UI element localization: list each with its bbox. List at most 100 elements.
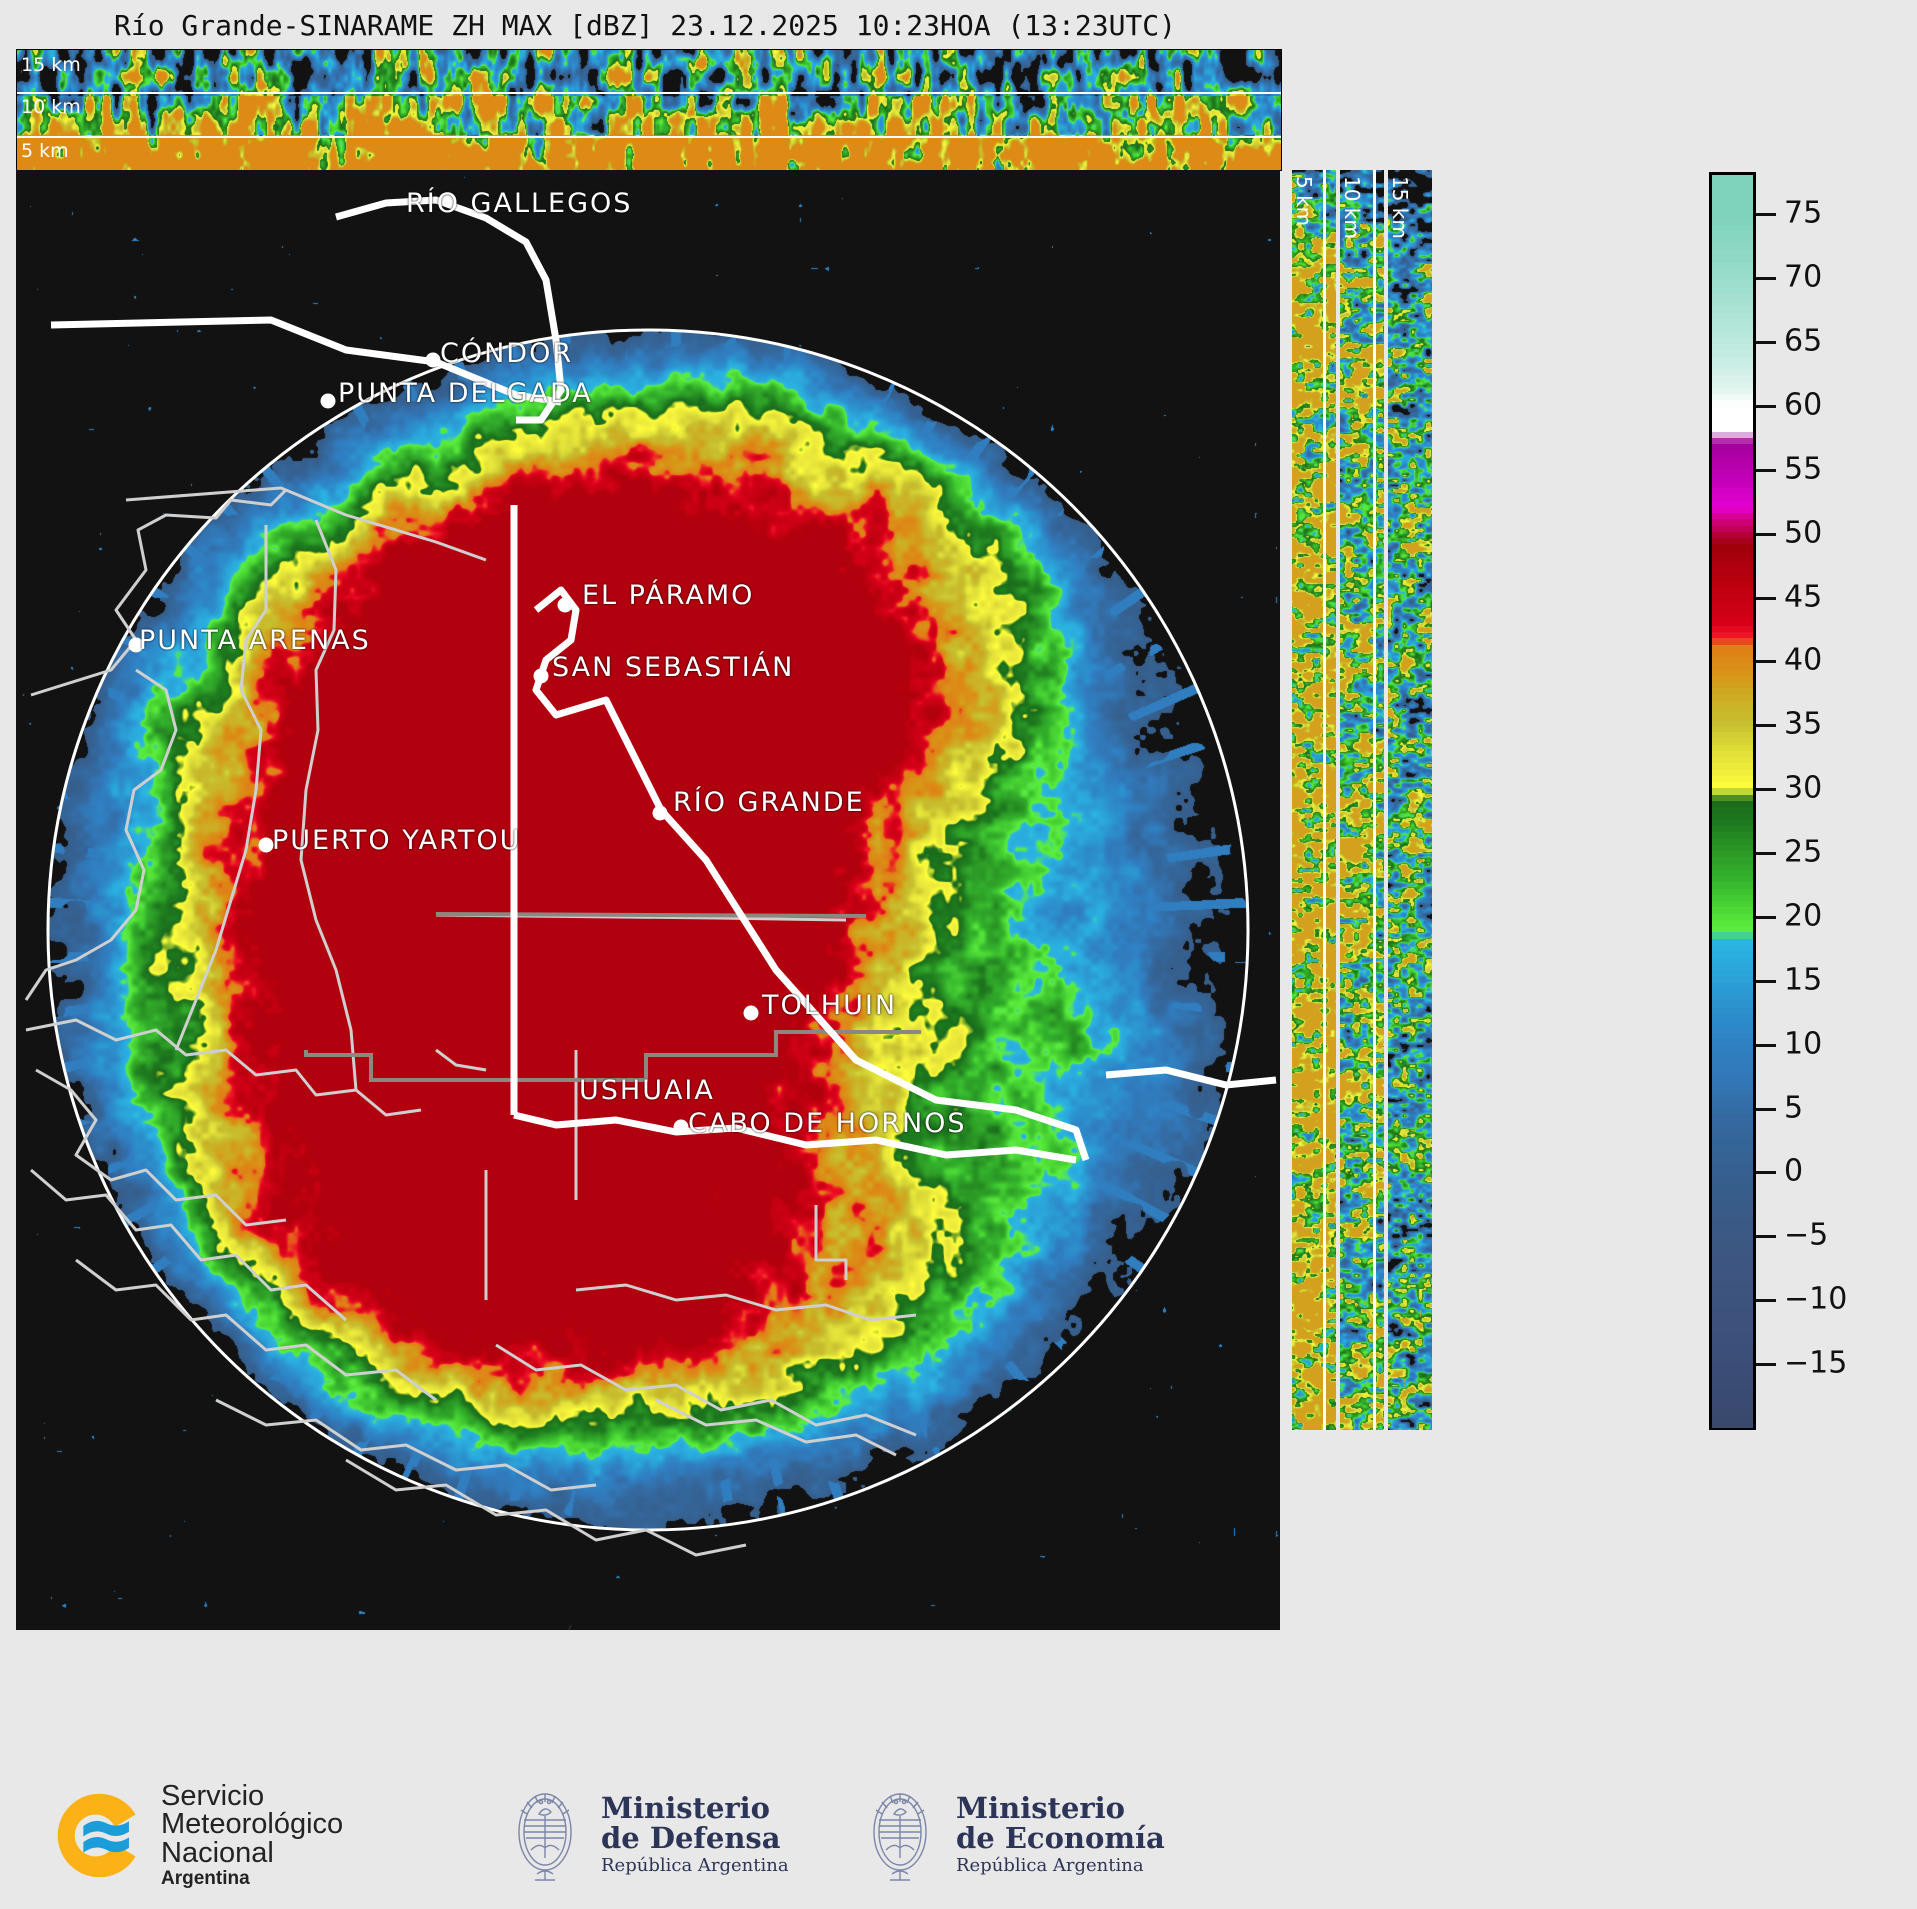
colorbar-segment bbox=[1712, 462, 1753, 471]
city-label: CABO DE HORNOS bbox=[688, 1108, 967, 1139]
colorbar-segment bbox=[1712, 594, 1753, 602]
colorbar-segment bbox=[1712, 400, 1753, 408]
colorbar-segment bbox=[1712, 293, 1753, 302]
colorbar-segment bbox=[1712, 513, 1753, 521]
colorbar-segment bbox=[1712, 1013, 1753, 1022]
colorbar-segment bbox=[1712, 1145, 1753, 1153]
defensa-line-3: República Argentina bbox=[601, 1855, 789, 1877]
colorbar-segment bbox=[1712, 813, 1753, 821]
city-label: EL PÁRAMO bbox=[582, 580, 755, 611]
colorbar-segment bbox=[1712, 275, 1753, 283]
colorbar-tick bbox=[1756, 468, 1776, 472]
colorbar-segment bbox=[1712, 243, 1753, 252]
colorbar-segment bbox=[1712, 1270, 1753, 1278]
colorbar-tick-label: 40 bbox=[1784, 642, 1823, 678]
colorbar bbox=[1709, 172, 1756, 1430]
defensa-line-1: Ministerio bbox=[601, 1791, 771, 1826]
colorbar-segment bbox=[1712, 650, 1753, 658]
city-dot bbox=[440, 192, 456, 208]
colorbar-segment bbox=[1712, 707, 1753, 715]
colorbar-segment bbox=[1712, 362, 1753, 371]
colorbar-segment bbox=[1712, 1401, 1753, 1410]
colorbar-tick-label: −5 bbox=[1784, 1217, 1829, 1253]
colorbar-segment bbox=[1712, 175, 1753, 183]
colorbar-segment bbox=[1712, 913, 1753, 921]
city-dot bbox=[258, 837, 274, 853]
colorbar-segment bbox=[1712, 544, 1753, 552]
colorbar-tick bbox=[1756, 724, 1776, 728]
colorbar-segment bbox=[1712, 419, 1753, 427]
logo-ministerio-defensa: Ministerio de Defensa República Argentin… bbox=[505, 1780, 789, 1890]
colorbar-segment bbox=[1712, 1351, 1753, 1360]
colorbar-segment bbox=[1712, 519, 1753, 527]
range-ring bbox=[46, 328, 1250, 1532]
colorbar-segment bbox=[1712, 1164, 1753, 1172]
colorbar-tick bbox=[1756, 1235, 1776, 1239]
colorbar-segment bbox=[1712, 1182, 1753, 1191]
colorbar-segment bbox=[1712, 1345, 1753, 1353]
colorbar-segment bbox=[1712, 1126, 1753, 1134]
radar-ppi-map[interactable]: RÍO GALLEGOS CÓNDOR PUNTA DELGADA EL PÁRAMO… bbox=[16, 170, 1280, 1630]
defensa-line-2: de Defensa bbox=[601, 1820, 781, 1855]
colorbar-segment bbox=[1712, 456, 1753, 464]
colorbar-segment bbox=[1712, 619, 1753, 627]
colorbar-segment bbox=[1712, 750, 1753, 759]
colorbar-segment bbox=[1712, 237, 1753, 245]
logo-smn: Servicio Meteorológico Nacional Argentin… bbox=[52, 1780, 344, 1889]
colorbar-segment bbox=[1712, 387, 1753, 396]
colorbar-tick bbox=[1756, 277, 1776, 281]
colorbar-segment bbox=[1712, 1383, 1753, 1391]
colorbar-segment bbox=[1712, 300, 1753, 308]
colorbar-segment bbox=[1712, 1157, 1753, 1166]
colorbar-segment bbox=[1712, 1220, 1753, 1228]
side-cross-section-15km-canvas bbox=[1388, 170, 1432, 1430]
colorbar-segment bbox=[1712, 851, 1753, 859]
city-dot bbox=[557, 597, 573, 613]
colorbar-segment bbox=[1712, 469, 1753, 477]
smn-logo-icon bbox=[57, 1793, 136, 1878]
vline-5km bbox=[1323, 170, 1326, 1430]
city-label: RÍO GRANDE bbox=[673, 787, 865, 818]
colorbar-tick bbox=[1756, 660, 1776, 664]
colorbar-segment bbox=[1712, 732, 1753, 740]
colorbar-segment bbox=[1712, 631, 1753, 640]
colorbar-segment bbox=[1712, 1395, 1753, 1403]
colorbar-segment bbox=[1712, 600, 1753, 608]
colorbar-segment bbox=[1712, 657, 1753, 665]
smn-line-2: Meteorológico bbox=[161, 1808, 344, 1841]
colorbar-segment bbox=[1712, 1389, 1753, 1397]
colorbar-segment bbox=[1712, 757, 1753, 765]
colorbar-segment bbox=[1712, 738, 1753, 746]
top-cross-section-canvas bbox=[17, 50, 1281, 170]
colorbar-segment bbox=[1712, 250, 1753, 258]
colorbar-segment bbox=[1712, 1007, 1753, 1015]
colorbar-segment bbox=[1712, 1370, 1753, 1378]
colorbar-segment bbox=[1712, 212, 1753, 220]
colorbar-segment bbox=[1712, 763, 1753, 771]
city-label: CÓNDOR bbox=[440, 338, 574, 369]
side-label-5km: 5 km bbox=[1292, 176, 1316, 227]
colorbar-segment bbox=[1712, 1101, 1753, 1109]
colorbar-segment bbox=[1712, 775, 1753, 784]
height-label-10km: 10 km bbox=[21, 96, 81, 118]
colorbar-segment bbox=[1712, 744, 1753, 752]
colorbar-segment bbox=[1712, 1038, 1753, 1047]
colorbar-tick bbox=[1756, 788, 1776, 792]
colorbar-segment bbox=[1712, 675, 1753, 684]
colorbar-segment bbox=[1712, 788, 1753, 796]
colorbar-tick bbox=[1756, 979, 1776, 983]
colorbar-segment bbox=[1712, 888, 1753, 896]
colorbar-segment bbox=[1712, 832, 1753, 840]
colorbar-segment bbox=[1712, 525, 1753, 533]
colorbar-segment bbox=[1712, 381, 1753, 389]
colorbar-segment bbox=[1712, 287, 1753, 295]
colorbar-segment bbox=[1712, 1420, 1753, 1428]
colorbar-tick-label: 5 bbox=[1784, 1090, 1804, 1126]
colorbar-segment bbox=[1712, 669, 1753, 677]
colorbar-segment bbox=[1712, 844, 1753, 853]
colorbar-segment bbox=[1712, 838, 1753, 846]
colorbar-segment bbox=[1712, 200, 1753, 208]
colorbar-segment bbox=[1712, 1032, 1753, 1040]
smn-line-1: Servicio bbox=[161, 1780, 265, 1812]
colorbar-segment bbox=[1712, 863, 1753, 871]
